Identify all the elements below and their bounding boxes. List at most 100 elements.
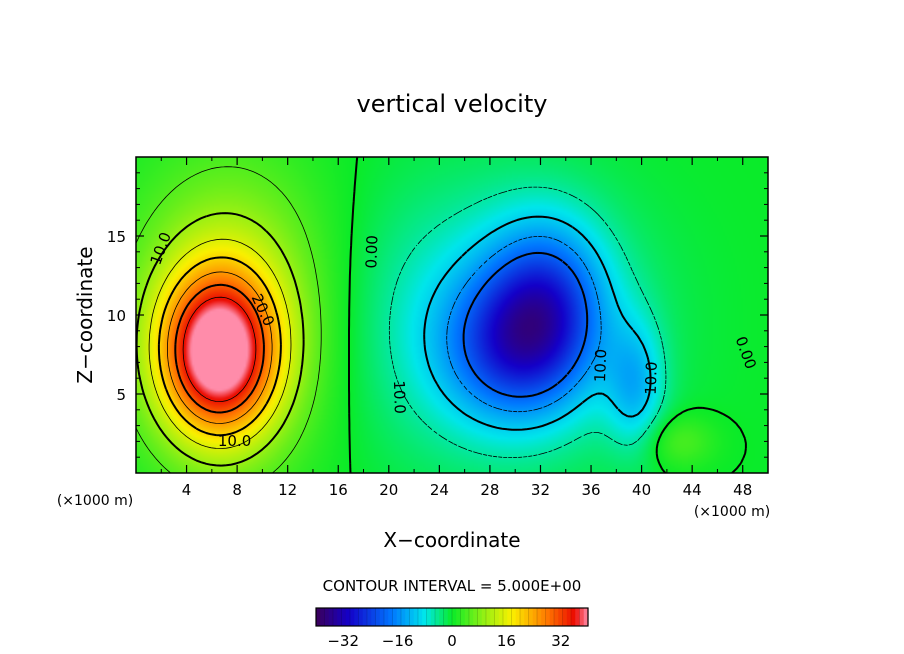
colorbar-cell bbox=[549, 608, 555, 626]
y-axis-label: Z−coordinate bbox=[73, 246, 97, 383]
x-tick-label: 32 bbox=[531, 481, 550, 499]
colorbar-cell bbox=[452, 608, 457, 626]
colorbar-cell bbox=[350, 608, 355, 626]
colorbar-cell bbox=[486, 608, 491, 626]
colorbar-cell bbox=[515, 608, 521, 626]
colorbar-cell bbox=[481, 608, 487, 626]
colorbar-tick-label: −16 bbox=[382, 632, 414, 650]
x-tick-label: 8 bbox=[232, 481, 242, 499]
contour--20 bbox=[462, 251, 589, 398]
x-axis: 4 8 12 16 20 24 28 32 36 40 44 48 bbox=[160, 157, 752, 499]
colorbar-cell bbox=[477, 608, 483, 626]
x-tick-label: 28 bbox=[480, 481, 499, 499]
colorbar-cell bbox=[320, 608, 326, 626]
colorbar-cell bbox=[324, 608, 330, 626]
colorbar-cell bbox=[528, 608, 534, 626]
x-axis-label: X−coordinate bbox=[383, 528, 520, 552]
y-tick-label: 10 bbox=[107, 307, 126, 325]
colorbar-cell bbox=[494, 608, 500, 626]
colorbar-cell bbox=[583, 608, 589, 626]
colorbar-cell bbox=[379, 608, 385, 626]
x-tick-label: 12 bbox=[278, 481, 297, 499]
contour-5 bbox=[136, 166, 322, 473]
colorbar-frame bbox=[315, 607, 589, 627]
colorbar-cell bbox=[575, 608, 581, 626]
colorbar-cell bbox=[426, 608, 432, 626]
colorbar-cell bbox=[503, 608, 508, 626]
colorbar-cell bbox=[396, 608, 402, 626]
colorbar-cell bbox=[405, 608, 411, 626]
contour-interval: CONTOUR INTERVAL = 5.000E+00 bbox=[323, 577, 582, 595]
colorbar-cell bbox=[562, 608, 568, 626]
colorbar-tick-label: −32 bbox=[327, 632, 359, 650]
colorbar-cell bbox=[579, 608, 585, 626]
colorbar-cell bbox=[545, 608, 551, 626]
colorbar-cell bbox=[490, 608, 496, 626]
x-tick-label: 4 bbox=[182, 481, 192, 499]
colorbar-cell bbox=[354, 608, 360, 626]
contour-0 bbox=[348, 157, 747, 473]
x-tick-label: 40 bbox=[632, 481, 651, 499]
contour-15 bbox=[148, 238, 292, 449]
colorbar-cell bbox=[511, 608, 517, 626]
contour-label: 0.00 bbox=[362, 235, 381, 269]
contour-label: 10.0 bbox=[390, 380, 409, 414]
colorbar-cell bbox=[371, 608, 377, 626]
y-tick-label: 15 bbox=[107, 228, 126, 246]
colorbar-tick-label: 16 bbox=[497, 632, 516, 650]
colorbar bbox=[315, 607, 589, 627]
colorbar-cell bbox=[333, 608, 338, 626]
colorbar-cell bbox=[413, 608, 419, 626]
x-tick-label: 36 bbox=[581, 481, 600, 499]
chart-title: vertical velocity bbox=[357, 90, 548, 118]
y-tick-label: 5 bbox=[116, 386, 126, 404]
colorbar-cell bbox=[388, 608, 394, 626]
colorbar-cell bbox=[384, 608, 389, 626]
colorbar-cell bbox=[422, 608, 428, 626]
colorbar-cell bbox=[430, 608, 436, 626]
contour--5 bbox=[388, 186, 667, 458]
x-units-left: (×1000 m) bbox=[57, 493, 133, 509]
colorbar-cell bbox=[418, 608, 423, 626]
contour-label: 10.0 bbox=[642, 361, 661, 395]
colorbar-cell bbox=[532, 608, 538, 626]
colorbar-cell bbox=[473, 608, 479, 626]
colorbar-cell bbox=[558, 608, 564, 626]
colorbar-cell bbox=[367, 608, 372, 626]
x-tick-label: 20 bbox=[379, 481, 398, 499]
colorbar-cell bbox=[401, 608, 406, 626]
colorbar-ticks: −32 −16 0 16 32 bbox=[327, 632, 570, 650]
colorbar-cell bbox=[409, 608, 415, 626]
colorbar-cell bbox=[337, 608, 343, 626]
contour--10 bbox=[423, 215, 652, 431]
colorbar-cell bbox=[358, 608, 364, 626]
colorbar-cell bbox=[554, 608, 559, 626]
y-axis: 5 10 15 bbox=[107, 172, 768, 458]
colorbar-cell bbox=[392, 608, 398, 626]
contour-label: 10.0 bbox=[591, 349, 610, 383]
colorbar-cell bbox=[571, 608, 576, 626]
colorbar-cell bbox=[447, 608, 453, 626]
colorbar-cell bbox=[541, 608, 547, 626]
colorbar-cell bbox=[524, 608, 530, 626]
contour--15 bbox=[446, 236, 602, 413]
colorbar-tick-label: 0 bbox=[447, 632, 457, 650]
colorbar-cell bbox=[537, 608, 542, 626]
contour-label: 10.0 bbox=[218, 432, 251, 450]
contour-25 bbox=[167, 271, 273, 424]
colorbar-cell bbox=[469, 608, 474, 626]
colorbar-cell bbox=[439, 608, 445, 626]
velocity-field bbox=[136, 157, 768, 473]
x-units-right: (×1000 m) bbox=[694, 504, 770, 520]
x-tick-label: 16 bbox=[329, 481, 348, 499]
colorbar-cell bbox=[498, 608, 504, 626]
colorbar-cell bbox=[460, 608, 466, 626]
colorbar-cell bbox=[435, 608, 440, 626]
x-tick-label: 24 bbox=[430, 481, 449, 499]
contour-30 bbox=[174, 283, 265, 414]
contour-35 bbox=[182, 296, 257, 402]
colorbar-cell bbox=[443, 608, 449, 626]
colorbar-cell bbox=[341, 608, 347, 626]
x-tick-label: 44 bbox=[683, 481, 702, 499]
